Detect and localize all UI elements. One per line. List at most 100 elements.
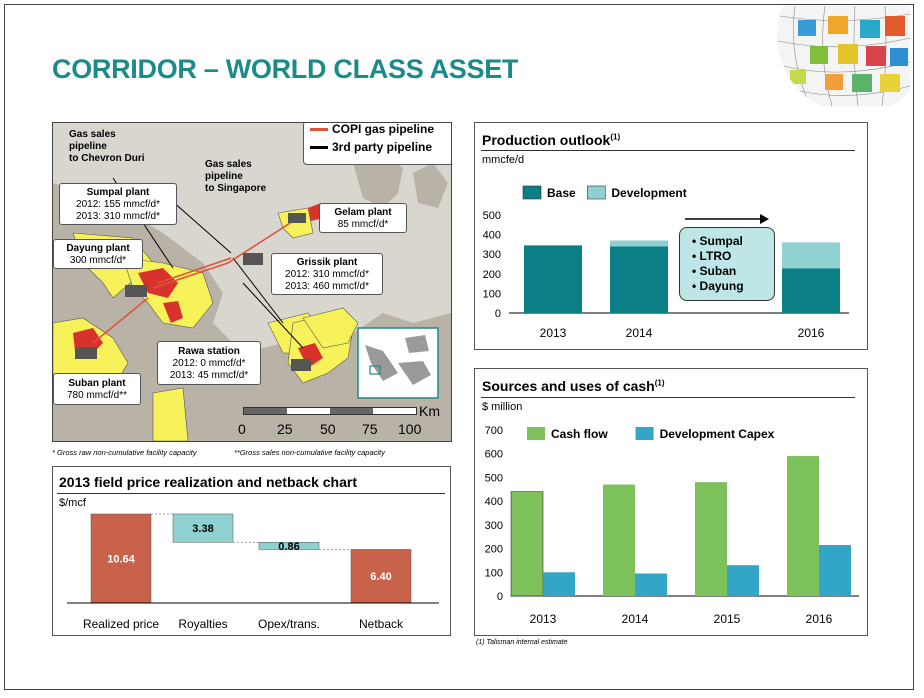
waterfall-bar <box>90 513 152 604</box>
legend-label: Base <box>547 186 576 200</box>
waterfall-bar <box>172 513 234 543</box>
callout-item: • Suban <box>692 264 737 278</box>
plant-icon <box>75 213 311 371</box>
waterfall-ylabel: $/mcf <box>59 497 86 509</box>
bar-development <box>782 242 840 269</box>
x-tick-label: 2013 <box>530 612 557 626</box>
cash-panel: Sources and uses of cash(1) $ million 0 1… <box>474 368 868 636</box>
data-label: 10.64 <box>107 554 135 566</box>
grissik-plant-box: Grissik plant 2012: 310 mmcf/d* 2013: 460 … <box>271 253 383 295</box>
legend-copi-label: COPI gas pipeline <box>332 122 435 136</box>
production-panel: Production outlook(1) mmcfe/d 0 100 200 300… <box>474 122 868 350</box>
land-mass <box>53 183 451 441</box>
dayung-plant-box: Dayung plant 300 mmcf/d* <box>53 239 143 269</box>
x-tick-label: Netback <box>359 617 404 631</box>
legend-swatch <box>635 427 654 440</box>
island-shape <box>353 153 403 208</box>
x-tick-label: 2014 <box>622 612 649 626</box>
bar-base <box>610 246 668 313</box>
x-tick-label: 2014 <box>626 326 653 340</box>
waterfall-chart: 10.64 Realized price 3.38 Royalties 0.86 Opex… <box>67 513 439 631</box>
callout-item: • LTRO <box>692 249 732 263</box>
page-title: CORRIDOR – WORLD CLASS ASSET <box>52 54 519 84</box>
cash-title: Sources and uses of cash(1) <box>482 378 665 394</box>
bar-development <box>610 240 668 247</box>
x-tick-label: 2016 <box>806 612 833 626</box>
waterfall-panel: 2013 field price realization and netback… <box>52 466 451 636</box>
footnote-gross-sales: **Gross sales non-cumulative facility ca… <box>234 448 385 457</box>
route-chevron-label: Gas sales pipeline to Chevron Duri <box>69 129 145 164</box>
globe-logo-icon <box>770 6 910 106</box>
y-tick-label: 700 <box>485 425 503 437</box>
callout-item: • Sumpal <box>692 234 743 248</box>
x-tick-label: Opex/trans. <box>258 617 320 631</box>
legend-swatch <box>522 185 542 200</box>
y-tick-label: 300 <box>483 249 501 261</box>
y-tick-label: 0 <box>495 308 501 320</box>
bar-base <box>782 268 840 313</box>
scale-bar <box>243 407 417 415</box>
sumpal-plant-box: Sumpal plant 2012: 155 mmcf/d* 2013: 310 m… <box>59 183 177 225</box>
waterfall-title: 2013 field price realization and netback… <box>59 474 357 490</box>
bar-base <box>524 245 582 313</box>
production-callout: • Sumpal • LTRO • Suban • Dayung <box>679 227 775 301</box>
rawa-station-box: Rawa station 2012: 0 mmcf/d* 2013: 45 mmcf… <box>157 341 261 385</box>
bar-cash-flow <box>603 484 635 596</box>
y-tick-label: 400 <box>483 230 501 242</box>
legend-swatch <box>527 427 545 440</box>
field-area <box>163 301 183 323</box>
x-tick-label: 2016 <box>798 326 825 340</box>
bar-development-capex <box>635 573 667 596</box>
x-tick-label: 2015 <box>714 612 741 626</box>
copi-pipeline <box>92 217 299 344</box>
y-tick-label: 500 <box>483 210 501 222</box>
x-tick-label: Realized price <box>83 617 159 631</box>
data-label: 6.40 <box>370 571 391 583</box>
legend-label: Development Capex <box>660 427 775 441</box>
map-panel: COPI gas pipeline 3rd party pipeline Gas… <box>52 122 452 442</box>
slide-frame <box>4 4 914 690</box>
x-tick-label: 2013 <box>540 326 567 340</box>
legend-third-party-label: 3rd party pipeline <box>332 140 433 154</box>
y-tick-label: 100 <box>485 567 503 579</box>
route-singapore-label: Gas sales pipeline to Singapore <box>205 159 267 194</box>
gelam-plant-box: Gelam plant 85 mmcf/d* <box>319 203 407 233</box>
data-label: 3.38 <box>192 523 213 535</box>
y-tick-label: 500 <box>485 472 503 484</box>
scale-unit: Km <box>419 403 440 419</box>
bar-cash-flow <box>510 491 544 597</box>
arrow-head-icon <box>760 214 769 224</box>
cash-chart: 0 100 200 300 400 500 600 700 2013 2014 2015 2016 Ca… <box>485 425 859 626</box>
production-title: Production outlook(1) <box>482 132 621 148</box>
scale-tick: 100 <box>398 421 422 437</box>
scale-tick: 75 <box>362 421 378 437</box>
map-legend: COPI gas pipeline 3rd party pipeline <box>303 122 451 165</box>
bar-development-capex <box>727 565 759 596</box>
y-tick-label: 200 <box>483 269 501 281</box>
field-area <box>298 343 323 368</box>
y-tick-label: 300 <box>485 520 503 532</box>
y-tick-label: 600 <box>485 449 503 461</box>
y-tick-label: 400 <box>485 496 503 508</box>
footnote-talisman: (1) Talisman internal estimate <box>476 639 568 646</box>
scale-tick: 0 <box>238 421 246 437</box>
bar-cash-flow <box>695 482 727 596</box>
production-ylabel: mmcfe/d <box>482 154 525 166</box>
waterfall-bar <box>350 549 412 604</box>
scale-tick: 25 <box>277 421 293 437</box>
bar-development-capex <box>819 545 851 596</box>
y-tick-label: 200 <box>485 544 503 556</box>
suban-plant-box: Suban plant 780 mmcf/d** <box>53 373 141 405</box>
y-tick-label: 100 <box>483 288 501 300</box>
production-chart: 0 100 200 300 400 500 2013 2014 2016 Base Developm… <box>483 185 849 340</box>
legend-swatch <box>587 185 606 200</box>
callout-item: • Dayung <box>692 279 744 293</box>
legend-label: Cash flow <box>551 427 608 441</box>
y-tick-label: 0 <box>497 591 503 603</box>
data-label: 0.86 <box>278 541 299 553</box>
bar-development-capex <box>543 572 575 596</box>
footnote-gross-raw: * Gross raw non-cumulative facility capa… <box>52 448 197 457</box>
island-shape <box>413 163 448 208</box>
cash-ylabel: $ million <box>482 401 523 413</box>
block-area <box>302 307 359 349</box>
